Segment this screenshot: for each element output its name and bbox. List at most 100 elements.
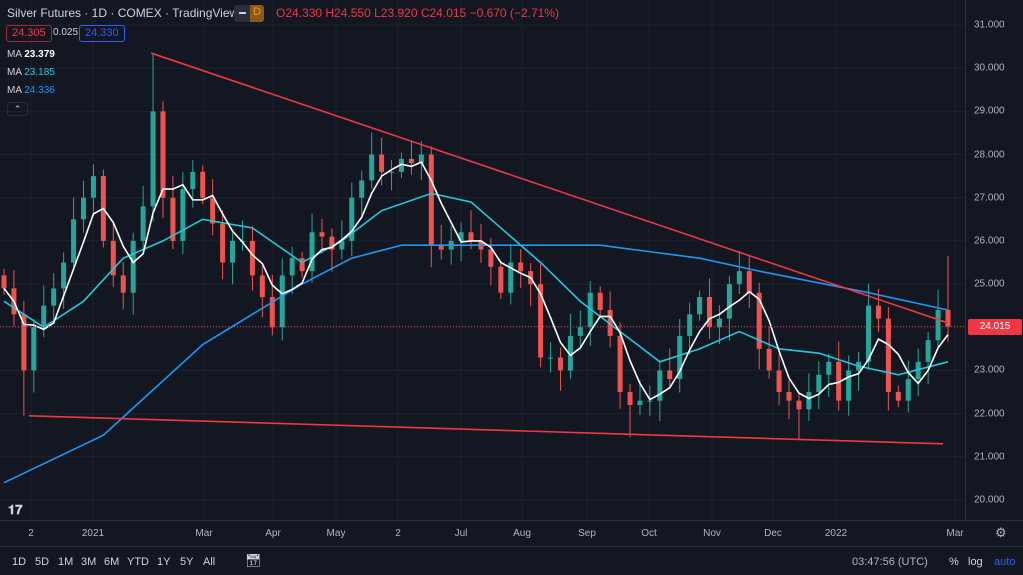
candle-body	[726, 284, 732, 319]
x-tick-label: Aug	[513, 528, 531, 539]
log-toggle[interactable]: log	[968, 556, 983, 568]
ma-label: MA	[7, 49, 22, 60]
ask-price[interactable]: 24.330	[79, 25, 125, 42]
candle-body	[150, 111, 156, 207]
range-button-1m[interactable]: 1M	[58, 556, 74, 568]
price-chart[interactable]	[0, 0, 965, 520]
settings-gear-icon[interactable]: ⚙	[995, 525, 1007, 540]
time-axis[interactable]: ⚙ 2 2021 Mar Apr May 2 Jul Aug Sep Oct Nov Dec 2022 M…	[0, 520, 1023, 546]
ma-mid-line	[3, 192, 949, 376]
candle-body	[418, 154, 424, 164]
candle-body	[21, 314, 27, 371]
candle-body	[120, 275, 126, 293]
collapse-legend-button[interactable]: ⌃	[7, 102, 28, 116]
candle-body	[180, 189, 186, 241]
candle-body	[577, 327, 583, 336]
candle-body	[299, 258, 305, 272]
candle-body	[736, 271, 742, 285]
candle-body	[41, 305, 47, 328]
candle-body	[667, 370, 673, 380]
range-button-3m[interactable]: 3M	[81, 556, 97, 568]
range-button-ytd[interactable]: YTD	[127, 556, 149, 568]
clock[interactable]: 03:47:56 (UTC)	[852, 556, 928, 568]
ma-legend-2[interactable]: MA 23.185	[7, 67, 55, 78]
x-tick-label: Oct	[641, 528, 657, 539]
candle-body	[269, 297, 275, 328]
price-axis[interactable]: 31.000 30.000 29.000 28.000 27.000 26.000 25.0…	[965, 0, 1023, 520]
candle-body	[389, 171, 395, 173]
candle-body	[398, 158, 404, 172]
candle-body	[319, 232, 325, 237]
bid-price[interactable]: 24.305	[6, 25, 52, 42]
market-status-badge[interactable]: D	[234, 5, 264, 22]
ma-label: MA	[7, 67, 22, 78]
trendline	[150, 52, 949, 324]
candle-body	[875, 305, 881, 319]
x-tick-label: 2	[395, 528, 401, 539]
candle-body	[786, 392, 792, 401]
candle-body	[289, 258, 295, 276]
y-tick-label: 27.000	[974, 192, 1005, 204]
candle-body	[915, 361, 921, 380]
ma-value: 23.185	[24, 67, 55, 78]
candle-body	[945, 309, 951, 327]
candle-body	[905, 379, 911, 401]
range-button-5y[interactable]: 5Y	[180, 556, 194, 568]
candle-body	[518, 262, 524, 272]
candle-body	[796, 400, 802, 410]
candle-body	[170, 197, 176, 241]
candle-body	[210, 197, 216, 224]
candle-body	[230, 240, 236, 263]
y-tick-label: 31.000	[974, 19, 1005, 31]
candle-body	[816, 374, 822, 393]
candle-body	[190, 171, 196, 190]
close-value: C24.015	[420, 6, 467, 20]
candle-body	[617, 335, 623, 393]
y-tick-label: 23.000	[974, 364, 1005, 376]
candle-body	[567, 335, 573, 371]
range-button-1y[interactable]: 1Y	[157, 556, 171, 568]
x-tick-label: Nov	[703, 528, 721, 539]
goto-date-calendar-icon[interactable]: 📅︎	[245, 553, 262, 568]
candle-body	[369, 154, 375, 181]
candle-body	[140, 206, 146, 241]
x-tick-label: Mar	[946, 528, 964, 539]
open-value: O24.330	[276, 6, 323, 20]
candle-body	[80, 197, 86, 220]
x-tick-label: 2	[28, 528, 34, 539]
change-value: −0.670 (−2.71%)	[469, 6, 559, 20]
candle-body	[488, 249, 494, 267]
range-button-6m[interactable]: 6M	[104, 556, 120, 568]
candle-body	[408, 158, 414, 164]
candle-body	[687, 314, 693, 336]
ma-legend-1[interactable]: MA 23.379	[7, 49, 55, 60]
ma-value: 23.379	[24, 49, 55, 60]
candle-body	[657, 370, 663, 401]
ma-legend-3[interactable]: MA 24.336	[7, 85, 55, 96]
range-button-5d[interactable]: 5D	[35, 556, 50, 568]
percent-toggle[interactable]: %	[949, 556, 959, 568]
candle-body	[925, 340, 931, 362]
candle-body	[846, 370, 852, 401]
x-tick-label: Mar	[195, 528, 213, 539]
range-button-all[interactable]: All	[203, 556, 216, 568]
candle-body	[130, 240, 136, 293]
ma-label: MA	[7, 85, 22, 96]
range-button-1d[interactable]: 1D	[12, 556, 27, 568]
candle-body	[647, 400, 653, 402]
candle-body	[538, 284, 544, 358]
candle-body	[279, 275, 285, 328]
candle-body	[587, 292, 593, 328]
candle-body	[707, 297, 713, 328]
candle-body	[71, 219, 77, 263]
symbol-title[interactable]: Silver Futures · 1D · COMEX · TradingVie…	[7, 6, 239, 20]
auto-toggle[interactable]: auto	[994, 556, 1016, 568]
candle-body	[349, 197, 355, 241]
candle-body	[716, 318, 722, 328]
candle-body	[677, 335, 683, 380]
candle-body	[548, 357, 554, 359]
ma-slow-line	[3, 244, 949, 484]
ohlc-values: O24.330 H24.550 L23.920 C24.015 −0.670 (…	[276, 6, 559, 20]
candle-body	[836, 361, 842, 401]
candle-body	[508, 262, 514, 293]
